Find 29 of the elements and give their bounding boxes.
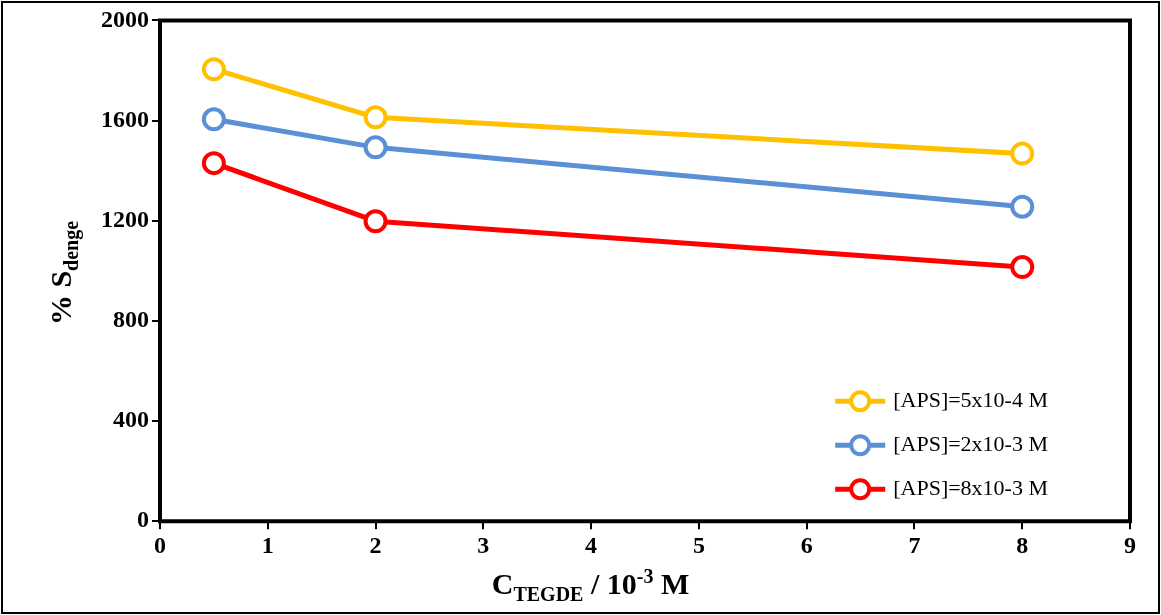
x-tick-label: 3: [477, 531, 490, 558]
y-tick-label: 0: [137, 506, 149, 533]
legend-label: [APS]=8x10-3 M: [893, 474, 1049, 500]
point: [1010, 141, 1035, 166]
point: [363, 135, 388, 160]
legend-label: [APS]=2x10-3 M: [893, 430, 1049, 456]
x-tick-label: 4: [585, 531, 598, 558]
x-tick-label: 0: [154, 531, 166, 558]
point: [201, 107, 226, 132]
x-tick-label: 8: [1016, 531, 1029, 558]
y-tick-label: 1200: [101, 205, 149, 232]
y-tick-label: 400: [113, 406, 149, 433]
y-tick-label: 2000: [101, 5, 149, 32]
x-tick-label: 5: [692, 531, 705, 558]
x-tick-label: 2: [369, 531, 382, 558]
x-tick-label: 9: [1124, 531, 1136, 558]
x-axis-title: C$_{TEGDE}$ / 10$^{-3}$ M: [490, 565, 691, 606]
point: [201, 151, 226, 176]
legend-label: [APS]=5x10-4 M: [893, 386, 1049, 412]
point: [201, 57, 226, 82]
x-tick-label: 7: [908, 531, 921, 558]
point: [1010, 194, 1035, 219]
point: [363, 209, 388, 234]
x-tick-label: 6: [800, 531, 813, 558]
y-tick-label: 1600: [101, 105, 149, 132]
point: [363, 105, 388, 130]
point: [1010, 255, 1035, 280]
x-tick-label: 1: [261, 531, 274, 558]
y-tick-label: 800: [113, 306, 149, 333]
